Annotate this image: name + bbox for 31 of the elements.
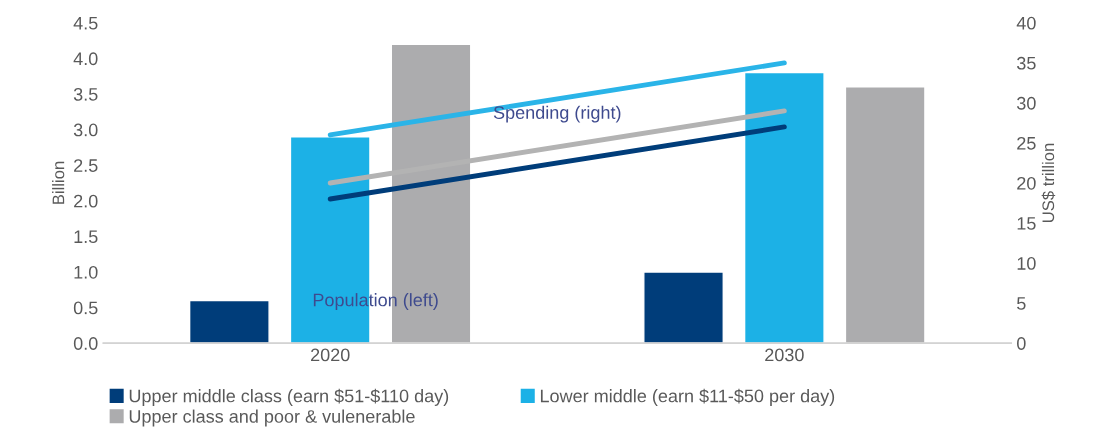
- y-tick-label: 2.0: [74, 194, 98, 208]
- legend-label: Upper class and poor & vulenerable: [129, 409, 415, 427]
- bar: [643, 271, 724, 344]
- y-tick-label: 4.5: [73, 16, 98, 30]
- y-tick-label: 1.0: [74, 265, 98, 279]
- y2-axis-title: US$ trillion: [1041, 143, 1056, 223]
- legend-label: Lower middle (earn $11-$50 per day): [540, 388, 835, 406]
- y2-tick-label: 5: [1017, 297, 1026, 310]
- legend-label: Upper middle class (earn $51-$110 day): [129, 388, 449, 406]
- y-tick-label: 2.5: [74, 159, 98, 172]
- y2-tick-label: 15: [1017, 217, 1036, 230]
- x-tick-label: 2020: [311, 348, 350, 362]
- y-tick-label: 1.5: [74, 230, 98, 244]
- bar: [188, 299, 270, 344]
- bar: [743, 71, 825, 344]
- y2-tick-label: 20: [1017, 176, 1036, 190]
- y-tick-label: 0.0: [73, 337, 98, 350]
- y2-tick-label: 40: [1016, 16, 1036, 30]
- annotation: Spending (right): [493, 105, 621, 123]
- y-tick-label: 3.0: [73, 123, 98, 137]
- y2-tick-label: 10: [1017, 257, 1036, 270]
- y2-tick-label: 30: [1016, 96, 1036, 110]
- y-tick-label: 0.5: [73, 301, 98, 315]
- y-axis-title: Billion: [52, 161, 65, 204]
- bar: [844, 86, 926, 344]
- x-tick-label: 2030: [765, 348, 804, 362]
- y2-tick-label: 0: [1017, 337, 1026, 350]
- y-tick-label: 3.5: [73, 87, 98, 101]
- y2-tick-label: 25: [1017, 136, 1036, 150]
- y-tick-label: 4.0: [73, 52, 98, 66]
- y2-tick-label: 35: [1016, 56, 1036, 70]
